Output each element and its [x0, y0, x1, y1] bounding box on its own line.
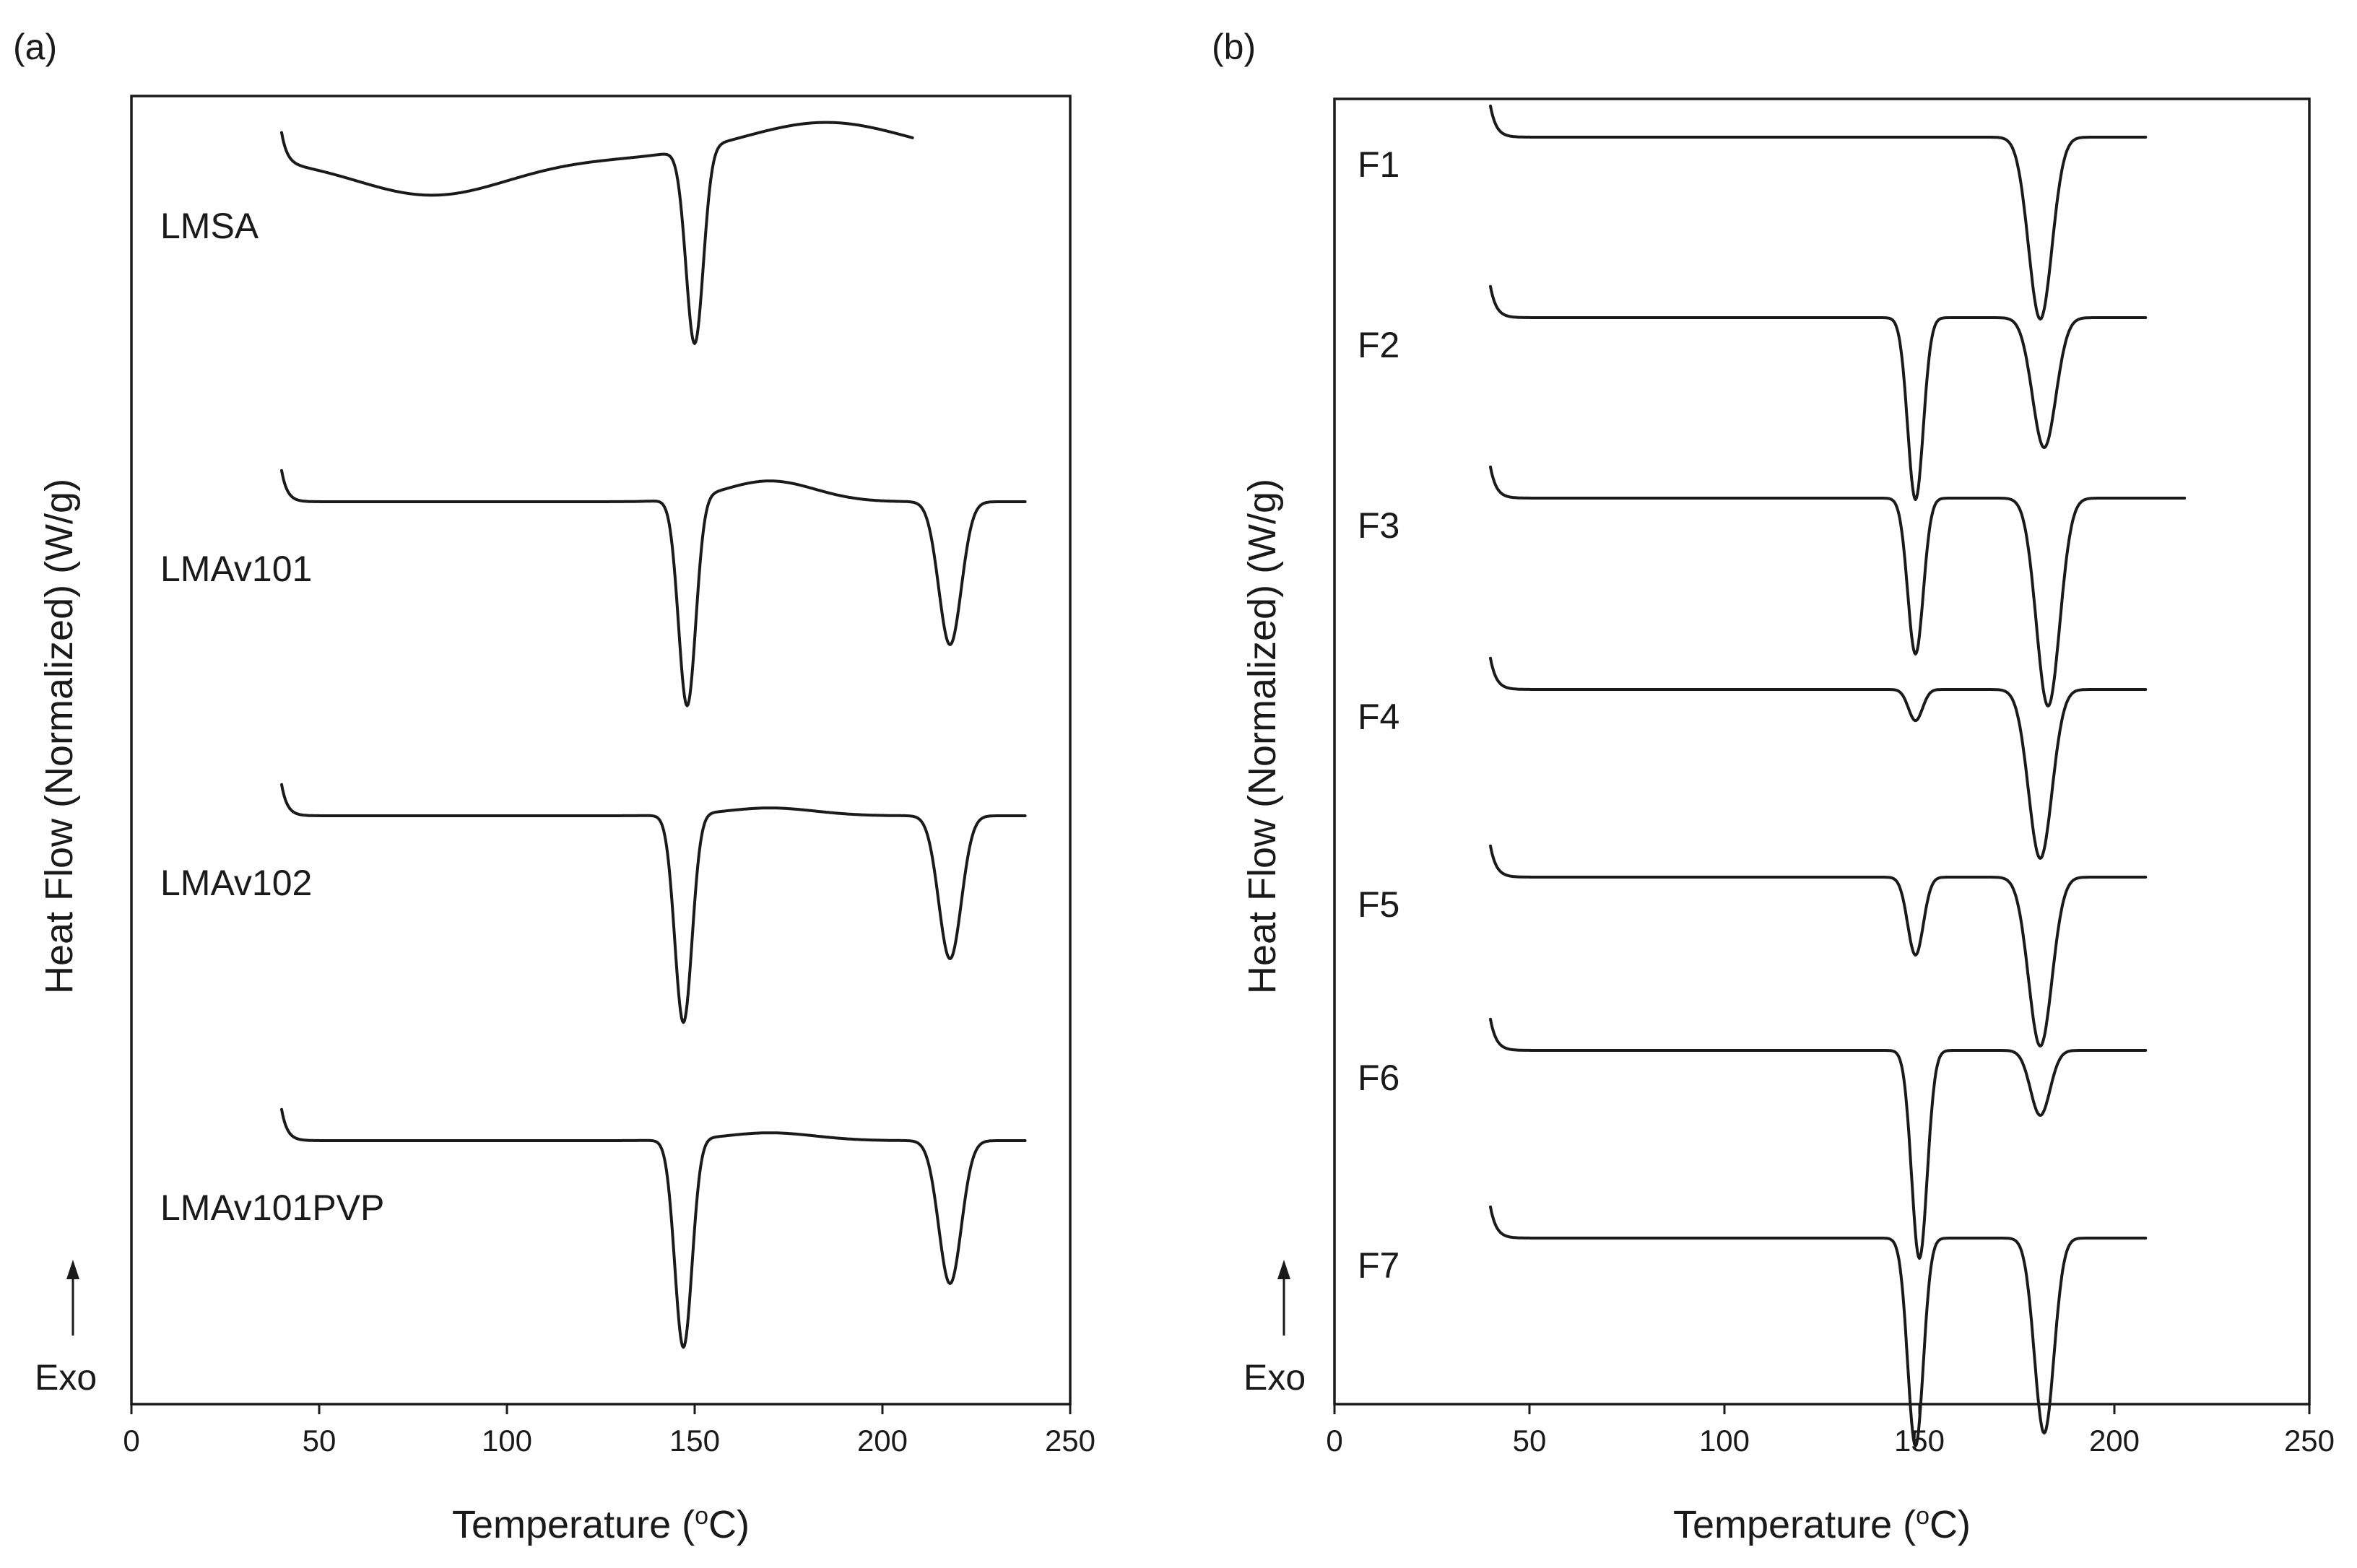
series-label-F3: F3 [1358, 505, 1399, 546]
series-line-LMAv102 [280, 783, 1027, 1024]
series-label-LMAv102: LMAv102 [160, 863, 312, 903]
x-axis-title-b: Temperature (oC) [1673, 1502, 1971, 1546]
series-label-F4: F4 [1358, 697, 1399, 737]
panel-label-b: (b) [1212, 27, 1256, 67]
x-tick-label: 200 [2089, 1424, 2140, 1458]
x-tick-label: 150 [669, 1424, 720, 1458]
x-tick-label: 250 [1045, 1424, 1095, 1458]
series-label-LMAv101PVP: LMAv101PVP [160, 1188, 384, 1228]
series-line-F7 [1489, 1205, 2148, 1447]
panel-a: (a) 0 50 100 150 200 250 LMSALMAv101LMAv102LM… [13, 27, 1095, 1546]
x-tick-label: 100 [482, 1424, 532, 1458]
series-line-F2 [1489, 284, 2148, 501]
exo-label-a: Exo [35, 1357, 97, 1398]
series-line-F6 [1489, 1017, 2148, 1260]
x-tick-label: 100 [1699, 1424, 1750, 1458]
x-tick-label: 50 [1513, 1424, 1547, 1458]
y-axis-title-a: Heat Flow (Normalized) (W/g) [38, 479, 81, 994]
x-tick-label: 250 [2284, 1424, 2335, 1458]
plot-frame-b [1333, 97, 2311, 1406]
x-tick-label: 50 [303, 1424, 337, 1458]
series-line-LMAv101PVP [280, 1107, 1027, 1349]
curves-b [1489, 104, 2187, 1447]
series-label-LMAv101: LMAv101 [160, 549, 312, 589]
x-tick-label: 200 [857, 1424, 908, 1458]
series-label-F2: F2 [1358, 325, 1399, 365]
exo-arrow-a [66, 1260, 79, 1336]
series-label-F1: F1 [1358, 144, 1399, 185]
series-label-F6: F6 [1358, 1058, 1399, 1098]
exo-label-b: Exo [1243, 1357, 1306, 1398]
x-axis-title-a: Temperature (oC) [452, 1502, 750, 1546]
panel-label-a: (a) [13, 27, 57, 67]
x-axis-a: 0 50 100 150 200 250 [123, 1404, 1095, 1458]
series-line-LMAv101 [280, 469, 1027, 707]
x-tick-label: 0 [123, 1424, 139, 1458]
series-line-F5 [1489, 844, 2148, 1047]
x-tick-label: 0 [1326, 1424, 1342, 1458]
x-axis-b: 0 50 100 150 200 250 [1326, 1404, 2335, 1458]
series-line-LMSA [280, 121, 914, 345]
plot-frame-a [130, 95, 1072, 1406]
series-line-F4 [1489, 656, 2148, 860]
series-label-F5: F5 [1358, 884, 1399, 925]
series-label-LMSA: LMSA [160, 206, 259, 246]
exo-arrow-b [1277, 1260, 1290, 1336]
y-axis-title-b: Heat Flow (Normalized) (W/g) [1241, 479, 1284, 994]
series-labels-b: F1 F2 F3 F4 F5 F6 F7 [1358, 144, 1399, 1286]
series-line-F1 [1489, 104, 2148, 321]
series-label-F7: F7 [1358, 1245, 1399, 1286]
curves-a [280, 121, 1027, 1349]
series-line-F3 [1489, 465, 2187, 707]
series-labels-a: LMSA LMAv101 LMAv102 LMAv101PVP [160, 206, 384, 1228]
